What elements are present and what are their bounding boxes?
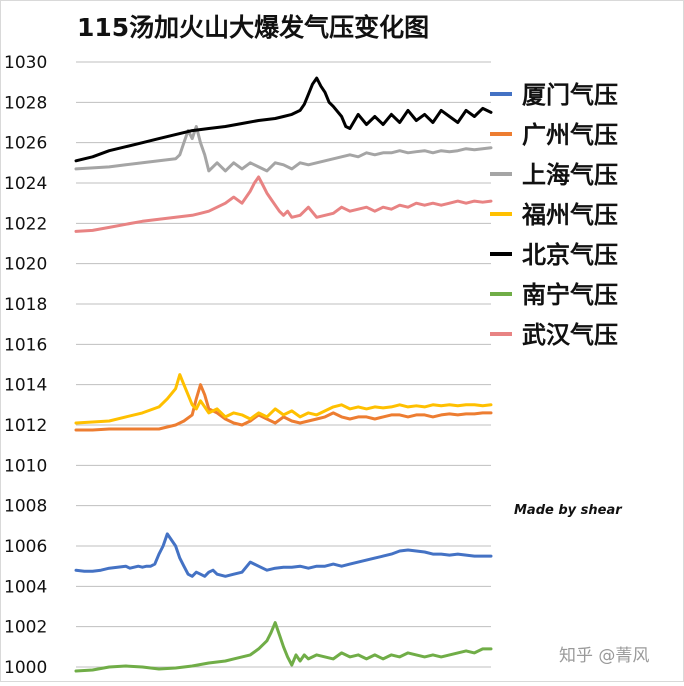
series-line-7: [74, 175, 493, 233]
y-axis-ticks: 1000 1002 1004 1006 1008 1010 1012 1014 1016 1018…: [4, 53, 47, 678]
y-tick-label: 1004: [4, 577, 47, 597]
credit-label: Made by shear: [514, 503, 623, 518]
y-tick-label: 1012: [4, 416, 47, 436]
legend-label: 福州气压: [521, 201, 618, 229]
series-line-2: [74, 383, 493, 432]
watermark: 知乎 @菁风: [559, 646, 649, 666]
series-lines: [74, 76, 493, 673]
series-line-1: [74, 532, 493, 578]
series-line-3: [74, 125, 493, 173]
y-tick-label: 1028: [4, 93, 47, 113]
legend-label: 南宁气压: [522, 281, 618, 309]
y-tick-label: 1024: [4, 174, 47, 194]
y-tick-label: 1006: [4, 537, 47, 557]
chart-title: 115汤加火山大爆发气压变化图: [77, 13, 429, 42]
y-tick-label: 1018: [4, 295, 47, 315]
series-line-6: [74, 621, 493, 673]
y-tick-label: 1026: [4, 134, 47, 154]
series-line-4: [74, 373, 493, 425]
y-tick-label: 1002: [4, 618, 47, 638]
y-tick-label: 1014: [4, 376, 47, 396]
legend-label: 广州气压: [522, 121, 618, 149]
y-tick-label: 1030: [4, 53, 47, 73]
y-tick-label: 1000: [4, 658, 47, 678]
y-tick-label: 1020: [4, 255, 47, 275]
legend-label: 武汉气压: [522, 321, 618, 349]
legend-label: 厦门气压: [522, 81, 618, 109]
y-tick-label: 1010: [4, 456, 47, 476]
legend-label: 上海气压: [522, 161, 618, 189]
y-tick-label: 1016: [4, 335, 47, 355]
series-line-5: [74, 76, 493, 163]
y-tick-label: 1022: [4, 214, 47, 234]
legend-label: 北京气压: [522, 241, 618, 269]
y-tick-label: 1008: [4, 497, 47, 517]
